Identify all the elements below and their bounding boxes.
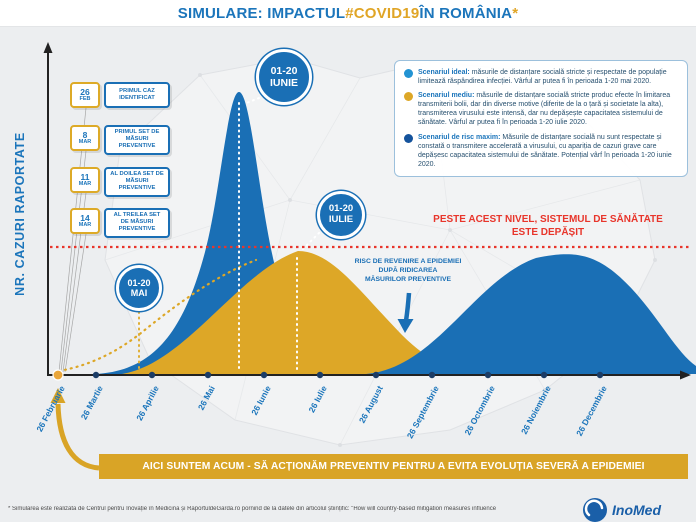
x-label: 26 Mai [195,384,217,412]
x-label: 26 Septembrie [404,384,441,441]
x-label: 26 Martie [78,384,105,422]
title-part1: SIMULARE: IMPACTUL [177,4,346,22]
title-part2: ÎN ROMÂNIA [419,4,513,22]
legend-title: Scenariul de risc maxim: [418,133,501,141]
milestone-label: AL TREILEA SET DE MĂSURI PREVENTIVE [104,208,170,238]
milestone-date-badge: 8 MAR [70,125,100,151]
milestone-month: MAR [78,222,92,228]
milestone-month: MAR [78,139,92,145]
milestone-day: 8 [82,129,88,140]
badge-line2: IUNIE [269,77,298,89]
x-label: 26 Aprilie [134,384,161,423]
milestone-month: FEB [79,96,91,102]
peak-guide-dotted-lines [238,95,324,373]
page-title: SIMULARE: IMPACTUL #COVID19 ÎN ROMÂNIA * [0,0,696,27]
here-arrow-icon [50,388,100,471]
inomed-logo: InoMed [582,497,661,522]
milestone-date-badge: 11 MAR [70,167,100,193]
badge-line1: 01-20 [127,277,151,288]
badge-line1: 01-20 [270,64,298,77]
legend-item-risc-maxim: Scenariul de risc maxim: Măsurile de dis… [404,133,678,169]
threshold-line2: ESTE DEPĂȘIT [511,226,585,238]
threshold-line1: PESTE ACEST NIVEL, SISTEMUL DE SĂNĂTATE [433,214,663,225]
title-asterisk: * [512,4,519,22]
peak-badge-iunie: 01-20 IUNIE [256,49,312,105]
x-label: 26 Decembrie [574,384,609,438]
inomed-logo-text: InoMed [612,502,661,518]
rebound-annotation-text: RISC DE REVENIRE A EPIDEMIEI DUPĂ RIDICA… [354,258,462,284]
legend-item-mediu: Scenariul mediu: măsurile de distanțare … [404,91,678,127]
footnote-text: * Simularea este realizată de Centrul pe… [8,506,497,512]
milestone-label: AL DOILEA SET DE MĂSURI PREVENTIVE [104,167,170,197]
milestone-date-badge: 26 FEB [70,82,100,108]
milestone-8-mar: 8 MAR PRIMUL SET DE MĂSURI PREVENTIVE [70,125,170,155]
axis-date-dots [92,371,604,379]
legend-dot-ideal-icon [404,69,413,78]
x-label: 26 Noiembrie [518,384,553,436]
legend-box: Scenariul ideal: măsurile de distanțare … [394,60,688,177]
inomed-logo-icon [583,498,607,522]
milestone-day: 26 [80,86,90,97]
peak-badge-iulie: 01-20 IULIE [317,191,365,239]
milestone-day: 14 [80,212,90,223]
milestone-label: PRIMUL SET DE MĂSURI PREVENTIVE [104,125,170,155]
milestone-11-mar: 11 MAR AL DOILEA SET DE MĂSURI PREVENTIV… [70,167,170,197]
peak-badge-mai: 01-20 MAI [116,265,162,311]
legend-dot-mediu-icon [404,92,413,102]
x-label: 26 Iunie [249,384,273,417]
milestone-14-mar: 14 MAR AL TREILEA SET DE MĂSURI PREVENTI… [70,208,170,238]
x-label: 26 Februarie [34,384,67,434]
badge-line2: MAI [130,288,148,298]
legend-item-ideal: Scenariul ideal: măsurile de distanțare … [404,68,678,86]
milestone-month: MAR [78,181,92,187]
y-axis-label: NR. CAZURI RAPORTATE [13,132,27,296]
current-position-dot [52,369,64,381]
x-label: 26 Iulie [306,384,329,415]
milestone-day: 11 [80,171,90,182]
milestone-26-feb: 26 FEB PRIMUL CAZ IDENTIFICAT [70,82,170,108]
legend-title: Scenariul ideal: [418,69,470,76]
x-label: 26 August [356,384,385,425]
legend-title: Scenariul mediu: [418,92,475,100]
legend-dot-maxim-icon [404,133,413,143]
x-label: 26 Octombrie [462,384,497,437]
badge-line2: IULIE [328,214,354,225]
call-to-action-banner: AICI SUNTEM ACUM - SĂ ACȚIONĂM PREVENTIV… [99,454,688,479]
x-axis-arrow-icon [680,370,691,380]
threshold-warning-text: PESTE ACEST NIVEL, SISTEMUL DE SĂNĂTATE … [408,214,688,239]
milestone-label: PRIMUL CAZ IDENTIFICAT [104,82,170,108]
rebound-arrow-icon [397,292,414,333]
y-axis-arrow-icon [43,42,53,53]
title-hashtag: #COVID19 [345,4,420,22]
milestone-date-badge: 14 MAR [70,208,100,234]
